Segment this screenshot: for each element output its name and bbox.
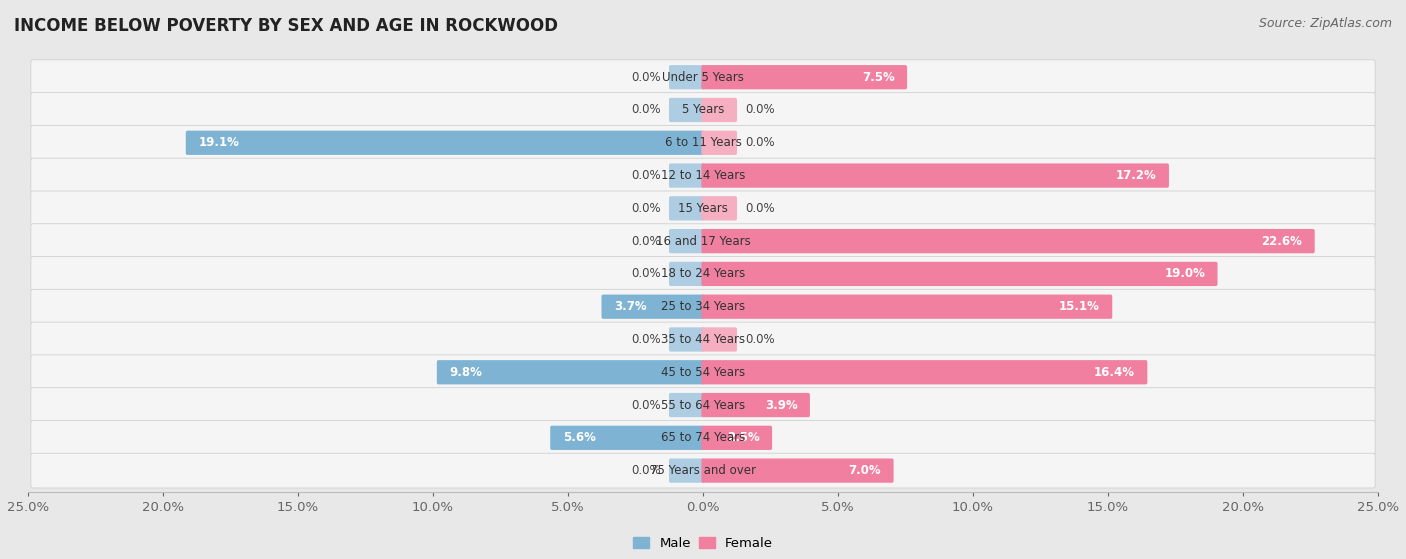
Legend: Male, Female: Male, Female <box>627 532 779 555</box>
FancyBboxPatch shape <box>702 131 737 155</box>
Text: 0.0%: 0.0% <box>631 235 661 248</box>
FancyBboxPatch shape <box>702 98 737 122</box>
FancyBboxPatch shape <box>669 458 704 483</box>
FancyBboxPatch shape <box>702 163 1168 188</box>
FancyBboxPatch shape <box>669 98 704 122</box>
FancyBboxPatch shape <box>702 426 772 450</box>
FancyBboxPatch shape <box>669 328 704 352</box>
Text: 15.1%: 15.1% <box>1059 300 1099 313</box>
Text: 0.0%: 0.0% <box>745 136 775 149</box>
Text: 12 to 14 Years: 12 to 14 Years <box>661 169 745 182</box>
FancyBboxPatch shape <box>31 355 1375 390</box>
FancyBboxPatch shape <box>702 229 1315 253</box>
Text: 9.8%: 9.8% <box>450 366 482 379</box>
FancyBboxPatch shape <box>31 290 1375 324</box>
Text: 0.0%: 0.0% <box>745 333 775 346</box>
Text: Under 5 Years: Under 5 Years <box>662 70 744 84</box>
Text: 55 to 64 Years: 55 to 64 Years <box>661 399 745 411</box>
FancyBboxPatch shape <box>702 295 1112 319</box>
FancyBboxPatch shape <box>31 257 1375 291</box>
FancyBboxPatch shape <box>702 262 1218 286</box>
Text: 7.0%: 7.0% <box>849 464 882 477</box>
Text: 0.0%: 0.0% <box>631 169 661 182</box>
Text: 45 to 54 Years: 45 to 54 Years <box>661 366 745 379</box>
Text: 18 to 24 Years: 18 to 24 Years <box>661 267 745 281</box>
FancyBboxPatch shape <box>31 158 1375 193</box>
FancyBboxPatch shape <box>602 295 704 319</box>
Text: 15 Years: 15 Years <box>678 202 728 215</box>
FancyBboxPatch shape <box>702 360 1147 385</box>
FancyBboxPatch shape <box>669 163 704 188</box>
Text: 5.6%: 5.6% <box>562 432 596 444</box>
Text: 16.4%: 16.4% <box>1094 366 1135 379</box>
Text: 22.6%: 22.6% <box>1261 235 1302 248</box>
Text: 6 to 11 Years: 6 to 11 Years <box>665 136 741 149</box>
FancyBboxPatch shape <box>669 65 704 89</box>
Text: 19.1%: 19.1% <box>198 136 239 149</box>
Text: 3.9%: 3.9% <box>765 399 797 411</box>
Text: 25 to 34 Years: 25 to 34 Years <box>661 300 745 313</box>
FancyBboxPatch shape <box>31 453 1375 488</box>
Text: 19.0%: 19.0% <box>1164 267 1205 281</box>
FancyBboxPatch shape <box>31 93 1375 127</box>
FancyBboxPatch shape <box>702 393 810 417</box>
Text: 0.0%: 0.0% <box>631 333 661 346</box>
FancyBboxPatch shape <box>437 360 704 385</box>
Text: 16 and 17 Years: 16 and 17 Years <box>655 235 751 248</box>
Text: 7.5%: 7.5% <box>862 70 894 84</box>
Text: 2.5%: 2.5% <box>727 432 759 444</box>
Text: 75 Years and over: 75 Years and over <box>650 464 756 477</box>
Text: 0.0%: 0.0% <box>631 103 661 116</box>
FancyBboxPatch shape <box>669 196 704 220</box>
FancyBboxPatch shape <box>702 65 907 89</box>
Text: 3.7%: 3.7% <box>614 300 647 313</box>
Text: 0.0%: 0.0% <box>745 202 775 215</box>
FancyBboxPatch shape <box>702 458 894 483</box>
FancyBboxPatch shape <box>550 426 704 450</box>
Text: Source: ZipAtlas.com: Source: ZipAtlas.com <box>1258 17 1392 30</box>
FancyBboxPatch shape <box>669 393 704 417</box>
Text: 65 to 74 Years: 65 to 74 Years <box>661 432 745 444</box>
Text: 17.2%: 17.2% <box>1116 169 1157 182</box>
Text: 5 Years: 5 Years <box>682 103 724 116</box>
Text: 0.0%: 0.0% <box>631 70 661 84</box>
FancyBboxPatch shape <box>31 420 1375 455</box>
Text: 0.0%: 0.0% <box>631 464 661 477</box>
FancyBboxPatch shape <box>669 262 704 286</box>
FancyBboxPatch shape <box>31 388 1375 423</box>
FancyBboxPatch shape <box>31 322 1375 357</box>
Text: 0.0%: 0.0% <box>631 399 661 411</box>
FancyBboxPatch shape <box>702 196 737 220</box>
Text: 35 to 44 Years: 35 to 44 Years <box>661 333 745 346</box>
FancyBboxPatch shape <box>702 328 737 352</box>
FancyBboxPatch shape <box>31 191 1375 226</box>
Text: 0.0%: 0.0% <box>631 202 661 215</box>
FancyBboxPatch shape <box>186 131 704 155</box>
FancyBboxPatch shape <box>31 125 1375 160</box>
FancyBboxPatch shape <box>31 224 1375 258</box>
Text: 0.0%: 0.0% <box>631 267 661 281</box>
Text: 0.0%: 0.0% <box>745 103 775 116</box>
FancyBboxPatch shape <box>669 229 704 253</box>
FancyBboxPatch shape <box>31 60 1375 94</box>
Text: INCOME BELOW POVERTY BY SEX AND AGE IN ROCKWOOD: INCOME BELOW POVERTY BY SEX AND AGE IN R… <box>14 17 558 35</box>
